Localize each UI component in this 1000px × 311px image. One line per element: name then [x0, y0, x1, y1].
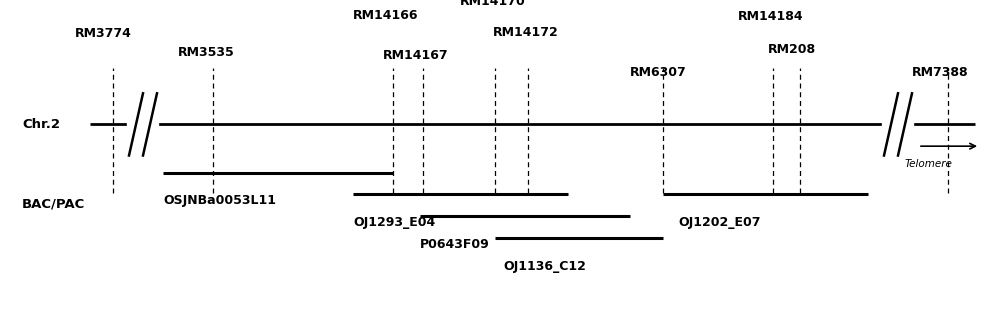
- Text: BAC/PAC: BAC/PAC: [22, 197, 85, 210]
- Text: RM208: RM208: [768, 43, 816, 56]
- Text: RM3535: RM3535: [178, 46, 235, 59]
- Text: OSJNBa0053L11: OSJNBa0053L11: [163, 194, 276, 207]
- Text: P0643F09: P0643F09: [420, 238, 490, 251]
- Text: OJ1202_E07: OJ1202_E07: [678, 216, 761, 229]
- Text: RM7388: RM7388: [912, 66, 969, 79]
- Text: RM3774: RM3774: [75, 27, 132, 40]
- Text: OJ1136_C12: OJ1136_C12: [503, 260, 586, 273]
- Text: RM14166: RM14166: [353, 9, 418, 22]
- Text: Chr.2: Chr.2: [22, 118, 60, 131]
- Text: RM14184: RM14184: [738, 10, 804, 23]
- Text: RM14167: RM14167: [383, 49, 449, 62]
- Text: RM6307: RM6307: [630, 66, 687, 79]
- Text: Telomere: Telomere: [905, 159, 953, 169]
- Text: OJ1293_E04: OJ1293_E04: [353, 216, 435, 229]
- Text: RM14172: RM14172: [493, 26, 559, 39]
- Text: RM14170: RM14170: [460, 0, 526, 8]
